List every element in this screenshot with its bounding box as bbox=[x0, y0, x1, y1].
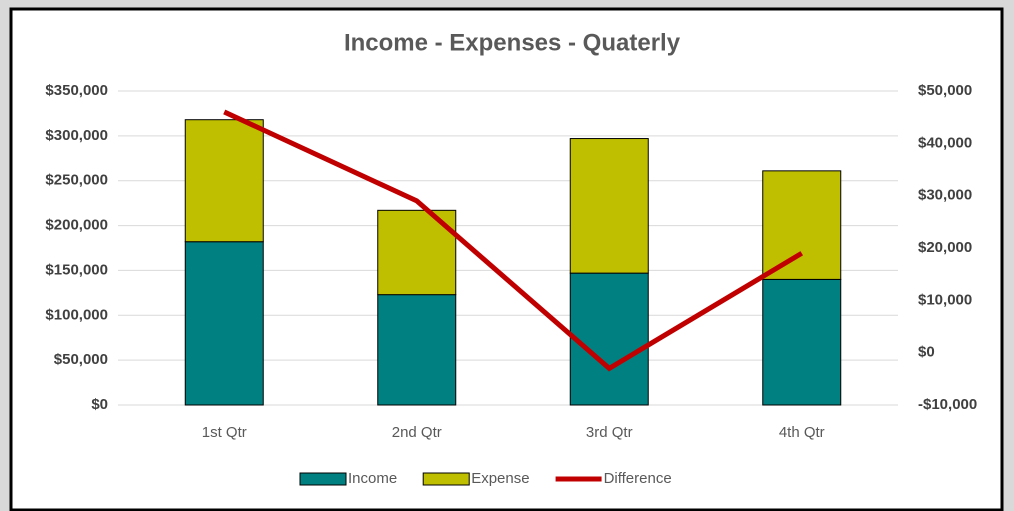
y-tick-label: $300,000 bbox=[45, 127, 108, 144]
bar bbox=[569, 272, 649, 406]
bar bbox=[377, 294, 457, 406]
y2-tick-label: $20,000 bbox=[918, 239, 972, 256]
bar bbox=[184, 119, 264, 243]
chart-title: Income - Expenses - Quaterly bbox=[344, 29, 681, 56]
x-tick-label: 4th Qtr bbox=[779, 424, 825, 441]
x-tick-label: 1st Qtr bbox=[202, 424, 247, 441]
y2-tick-label: $10,000 bbox=[918, 291, 972, 308]
legend-swatch bbox=[299, 472, 347, 486]
bar bbox=[762, 170, 842, 280]
x-tick-label: 2nd Qtr bbox=[392, 424, 442, 441]
y-tick-label: $350,000 bbox=[45, 82, 108, 99]
y-tick-label: $250,000 bbox=[45, 172, 108, 189]
y-tick-label: $150,000 bbox=[45, 261, 108, 278]
line bbox=[223, 109, 804, 372]
y2-tick-label: $40,000 bbox=[918, 134, 972, 151]
y2-tick-label: $30,000 bbox=[918, 187, 972, 204]
y-tick-label: $100,000 bbox=[45, 306, 108, 323]
bar bbox=[184, 241, 264, 406]
y2-tick-label: -$10,000 bbox=[918, 396, 977, 413]
legend-label: Income bbox=[348, 470, 397, 487]
bar bbox=[762, 278, 842, 406]
x-tick-label: 3rd Qtr bbox=[586, 424, 633, 441]
y-tick-label: $0 bbox=[91, 396, 108, 413]
y2-tick-label: $0 bbox=[918, 344, 935, 361]
y2-tick-label: $50,000 bbox=[918, 82, 972, 99]
y-tick-label: $200,000 bbox=[45, 217, 108, 234]
legend-label: Expense bbox=[471, 470, 529, 487]
chart-frame bbox=[9, 7, 1004, 511]
legend-swatch bbox=[422, 472, 470, 486]
legend-label: Difference bbox=[604, 470, 672, 487]
bar bbox=[569, 138, 649, 274]
y-tick-label: $50,000 bbox=[54, 351, 108, 368]
